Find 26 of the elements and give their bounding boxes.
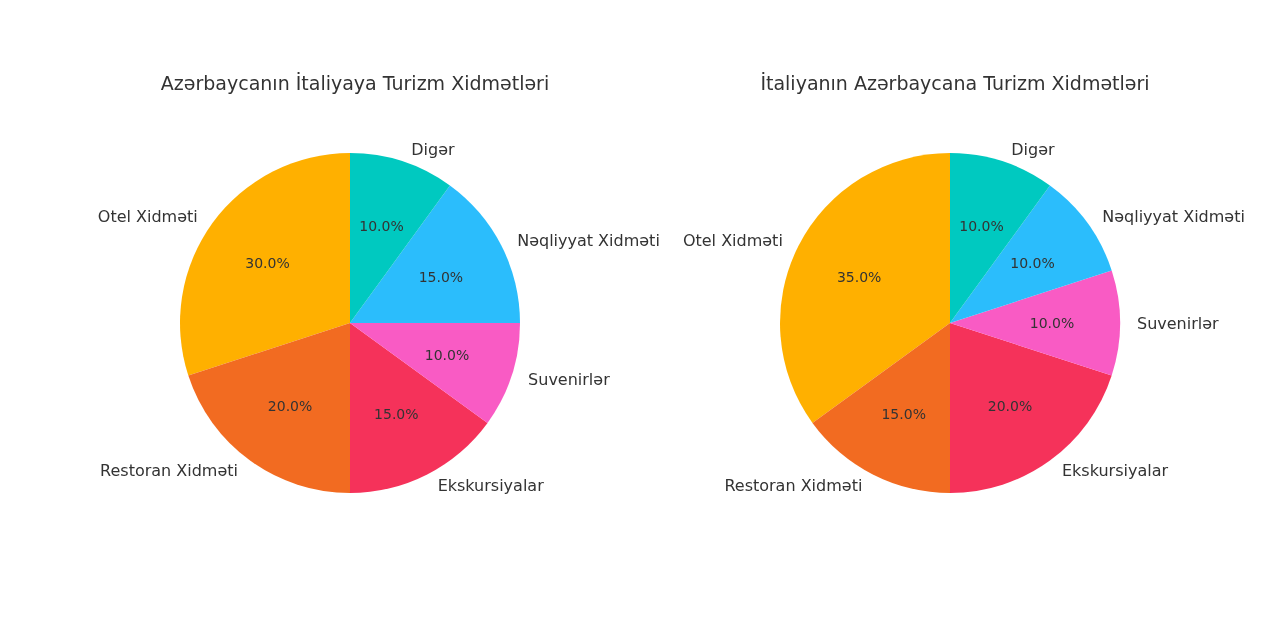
chart-title: İtaliyanın Azərbaycana Turizm Xidmətləri xyxy=(760,71,1150,94)
data-label: 35.0% xyxy=(836,268,882,285)
slice-label: Restoran Xidməti xyxy=(100,460,239,480)
slice-label: Suvenirlər xyxy=(528,369,611,389)
data-label: 20.0% xyxy=(267,397,313,414)
slice-label: Digər xyxy=(411,140,456,160)
slice-label: Ekskursiyalar xyxy=(1061,460,1169,480)
slice-label: Otel Xidməti xyxy=(682,230,783,250)
slice-label: Restoran Xidməti xyxy=(724,475,863,495)
slice-label: Nəqliyyat Xidməti xyxy=(1102,206,1245,226)
data-label: 15.0% xyxy=(881,405,926,422)
data-label: 10.0% xyxy=(424,346,470,363)
slice-label: Nəqliyyat Xidməti xyxy=(517,230,660,250)
data-label: 10.0% xyxy=(1010,255,1055,272)
data-label: 15.0% xyxy=(418,268,464,285)
slice-label: Otel Xidməti xyxy=(97,206,198,226)
slice-label: Digər xyxy=(1011,140,1056,160)
slice-label: Suvenirlər xyxy=(1137,313,1220,333)
data-label: 15.0% xyxy=(374,405,419,422)
data-label: 20.0% xyxy=(987,397,1033,414)
slice-label: Ekskursiyalar xyxy=(437,475,545,495)
data-label: 30.0% xyxy=(245,255,290,272)
data-label: 10.0% xyxy=(359,217,404,234)
data-label: 10.0% xyxy=(1029,315,1075,331)
data-label: 10.0% xyxy=(959,217,1004,234)
chart-title: Azərbaycanın İtaliyaya Turizm Xidmətləri xyxy=(160,71,550,94)
